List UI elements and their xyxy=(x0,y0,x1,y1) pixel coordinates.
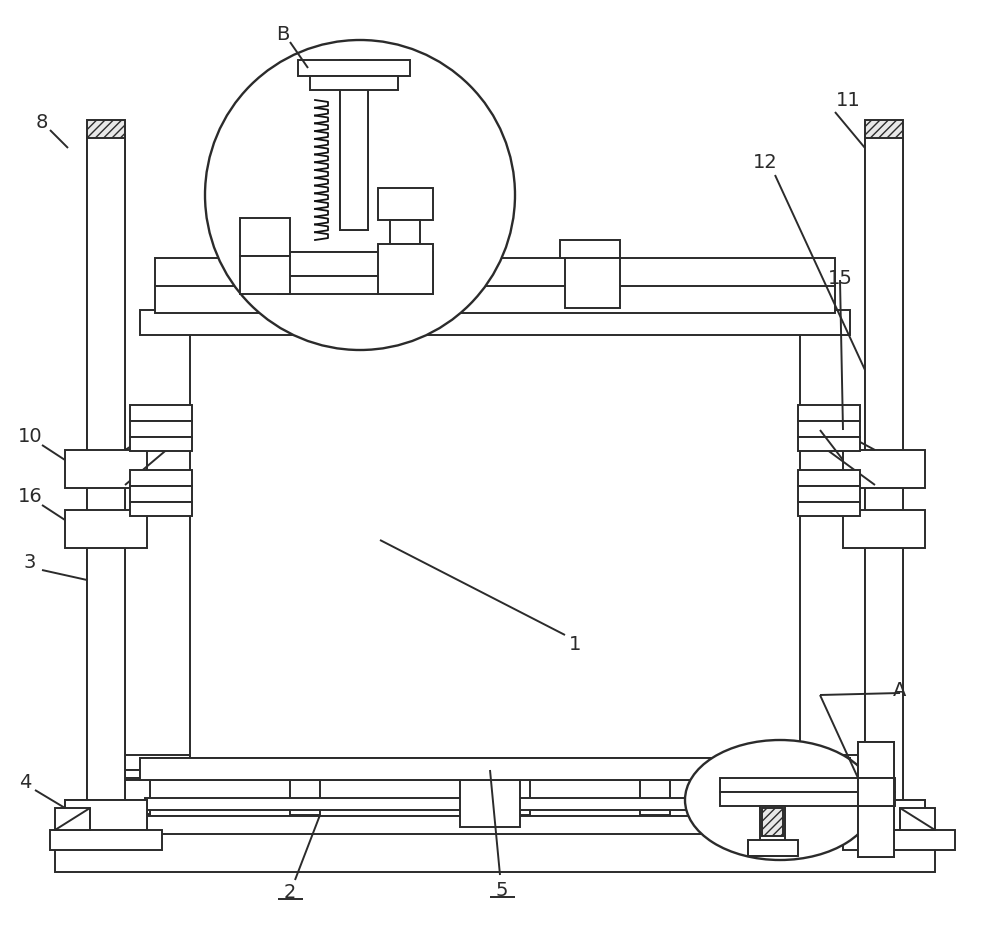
Bar xyxy=(840,780,890,814)
Bar xyxy=(140,310,850,335)
Bar xyxy=(858,778,894,806)
Ellipse shape xyxy=(685,740,875,860)
Bar xyxy=(55,808,90,830)
Bar xyxy=(642,757,668,777)
Bar xyxy=(640,755,670,815)
Bar xyxy=(390,220,420,244)
Text: 11: 11 xyxy=(836,91,860,109)
Bar xyxy=(798,421,860,437)
Bar xyxy=(720,792,895,806)
Bar xyxy=(762,808,783,836)
Bar xyxy=(100,780,150,814)
Bar xyxy=(560,240,620,258)
Bar xyxy=(65,800,147,830)
Bar xyxy=(843,510,925,548)
Bar xyxy=(470,720,510,760)
Bar xyxy=(278,276,433,294)
Bar xyxy=(310,76,398,90)
Bar xyxy=(190,330,800,760)
Bar xyxy=(65,450,147,488)
Text: 2: 2 xyxy=(284,882,296,902)
Bar xyxy=(340,60,368,230)
Bar xyxy=(87,135,125,815)
Bar xyxy=(240,218,290,256)
Bar xyxy=(298,60,410,76)
Bar xyxy=(748,840,798,856)
Bar xyxy=(843,800,925,830)
Bar xyxy=(290,755,320,815)
Bar xyxy=(720,778,895,792)
Text: 8: 8 xyxy=(36,112,48,131)
Text: 16: 16 xyxy=(18,487,42,507)
Text: 4: 4 xyxy=(19,772,31,792)
Bar xyxy=(798,502,860,516)
Bar xyxy=(642,757,668,777)
Bar xyxy=(140,758,850,780)
Bar xyxy=(502,757,528,777)
Bar xyxy=(278,252,433,276)
Bar xyxy=(798,486,860,502)
Bar xyxy=(500,755,530,815)
Text: A: A xyxy=(893,681,907,699)
Text: 12: 12 xyxy=(753,153,777,171)
Text: 15: 15 xyxy=(828,269,852,287)
Bar xyxy=(100,778,890,816)
Bar xyxy=(378,244,433,294)
Bar xyxy=(798,405,860,421)
Bar xyxy=(130,421,192,437)
Bar xyxy=(100,780,150,814)
Bar xyxy=(87,120,125,138)
Bar xyxy=(130,437,192,451)
Bar xyxy=(240,256,290,294)
Bar xyxy=(100,770,890,778)
Text: B: B xyxy=(276,24,290,44)
Bar xyxy=(145,768,845,780)
Bar xyxy=(292,757,318,777)
Bar xyxy=(843,450,925,488)
Bar xyxy=(87,135,125,815)
Bar xyxy=(65,510,147,548)
Bar xyxy=(798,437,860,451)
Bar xyxy=(865,135,903,815)
Bar xyxy=(100,816,890,834)
Bar xyxy=(370,258,425,308)
Bar xyxy=(100,778,890,816)
Bar xyxy=(340,60,368,230)
Bar xyxy=(278,252,433,276)
Bar xyxy=(155,285,835,313)
Bar xyxy=(65,800,147,830)
Text: 5: 5 xyxy=(496,881,508,899)
Text: 3: 3 xyxy=(24,553,36,571)
Bar xyxy=(565,258,620,308)
Bar xyxy=(460,755,520,827)
Bar xyxy=(50,830,162,850)
Bar xyxy=(843,830,955,850)
Bar xyxy=(292,757,318,777)
Bar xyxy=(843,800,925,830)
Bar xyxy=(858,778,894,806)
Bar xyxy=(865,135,903,815)
Bar xyxy=(858,742,894,857)
Bar xyxy=(130,405,192,421)
Bar xyxy=(798,470,860,486)
Bar xyxy=(130,470,192,486)
Text: 1: 1 xyxy=(569,634,581,654)
Bar xyxy=(502,757,528,777)
Bar xyxy=(840,780,890,814)
Bar xyxy=(130,502,192,516)
Bar xyxy=(100,755,890,770)
Bar xyxy=(760,806,785,841)
Bar xyxy=(378,188,433,220)
Bar xyxy=(900,808,935,830)
Bar xyxy=(858,742,894,857)
Bar xyxy=(380,240,440,258)
Bar xyxy=(155,258,835,286)
Bar xyxy=(865,120,903,138)
Bar xyxy=(140,758,850,780)
Circle shape xyxy=(205,40,515,350)
Bar xyxy=(55,830,935,872)
Bar xyxy=(145,798,845,810)
Bar xyxy=(130,486,192,502)
Text: 10: 10 xyxy=(18,428,42,446)
